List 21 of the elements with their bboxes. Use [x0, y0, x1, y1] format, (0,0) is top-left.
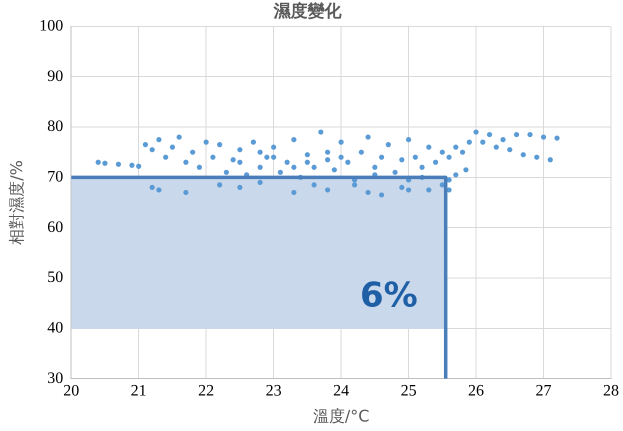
y-tick-label: 50 [47, 269, 64, 286]
x-tick-label: 22 [198, 382, 214, 400]
y-tick-label: 80 [47, 118, 64, 136]
y-tick-label: 40 [47, 319, 64, 336]
x-tick-label: 28 [603, 382, 619, 400]
y-tick-label: 30 [47, 370, 64, 387]
y-tick-label: 100 [39, 18, 64, 35]
y-axis-title: 相對濕度/% [6, 160, 26, 245]
x-tick-label: 25 [400, 382, 417, 400]
x-tick-label: 23 [266, 382, 282, 400]
x-axis-title: 溫度/°C [312, 406, 370, 426]
x-tick-label: 26 [468, 382, 484, 400]
annotation: 6% [360, 275, 418, 316]
y-tick-label: 60 [47, 218, 64, 236]
x-tick-label: 21 [130, 382, 147, 400]
chart-title: 濕度變化 [272, 2, 342, 22]
x-tick-label: 20 [63, 382, 80, 400]
y-tick-label: 90 [47, 68, 64, 85]
x-tick-label: 27 [536, 382, 552, 400]
y-tick-label: 70 [47, 168, 64, 186]
x-tick-label: 24 [333, 382, 350, 400]
